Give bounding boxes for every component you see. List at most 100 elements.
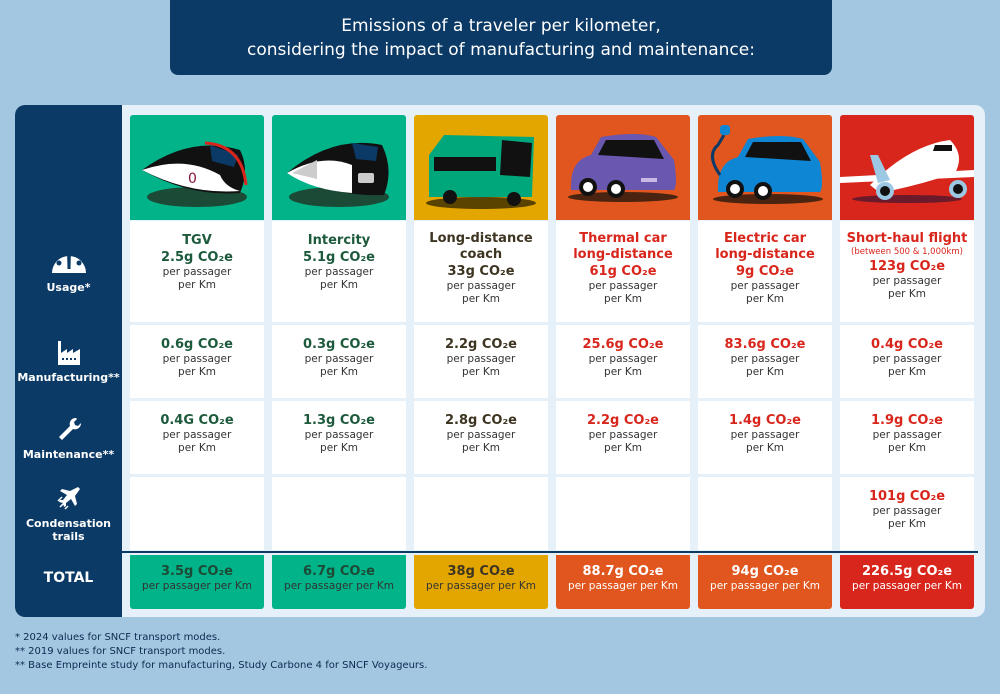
total-unit-label: per passager per Km [568,580,678,592]
manufacturing-value: 0.4g CO₂e [871,337,943,352]
manufacturing-cell: 2.2g CO₂e per passager per Km [414,325,548,398]
manufacturing-cell: 25.6g CO₂e per passager per Km [556,325,690,398]
mode-name: Thermal car long-distance [573,231,673,262]
row-label-maintenance-text: Maintenance** [22,448,115,461]
row-labels-sidebar: Usage* Manufacturing** Maintenance** Con… [15,105,122,617]
total-value: 94g CO₂e [731,564,799,579]
total-unit-label: per passager per Km [852,580,962,592]
usage-cell: TGV 2.5g CO₂e per passager per Km [130,221,264,322]
maintenance-value: 0.4G CO₂e [160,413,234,428]
mode-name: Electric car long-distance [715,231,815,262]
maintenance-cell: 1.3g CO₂e per passager per Km [272,401,406,474]
usage-value: 2.5g CO₂e [161,250,233,265]
total-unit-label: per passager per Km [426,580,536,592]
unit-label: per passager per Km [446,280,516,305]
total-unit-label: per passager per Km [284,580,394,592]
unit-label: per passager per Km [872,275,942,300]
row-label-contrails: Condensation trails [15,485,122,543]
total-value: 38g CO₂e [447,564,515,579]
total-cell: 226.5g CO₂e per passager per Km [840,555,974,609]
row-label-manufacturing: Manufacturing** [15,339,122,384]
unit-label: per passager per Km [872,353,942,378]
mode-subtitle: (between 500 & 1,000km) [851,247,963,257]
maintenance-value: 1.4g CO₂e [729,413,801,428]
unit-label: per passager per Km [872,505,942,530]
total-value: 88.7g CO₂e [582,564,664,579]
usage-cell: Electric car long-distance 9g CO₂e per pas… [698,221,832,322]
factory-icon [57,341,80,365]
total-cell: 3.5g CO₂e per passager per Km [130,555,264,609]
manufacturing-value: 25.6g CO₂e [582,337,664,352]
total-cell: 94g CO₂e per passager per Km [698,555,832,609]
unit-label: per passager per Km [162,429,232,454]
maintenance-cell: 1.4g CO₂e per passager per Km [698,401,832,474]
electric-car-icon [711,125,823,204]
manufacturing-cell: 0.3g CO₂e per passager per Km [272,325,406,398]
contrails-cell [556,477,690,550]
unit-label: per passager per Km [162,353,232,378]
mode-image: 0 [130,115,264,220]
plane-contrail-icon [56,487,80,510]
unit-label: per passager per Km [162,266,232,291]
footnote-3: ** Base Empreinte study for manufacturin… [15,660,428,671]
total-value: 6.7g CO₂e [303,564,375,579]
mode-image [272,115,406,220]
total-cell: 88.7g CO₂e per passager per Km [556,555,690,609]
thermal-car-icon [568,134,678,202]
wrench-icon [58,417,81,440]
unit-label: per passager per Km [446,353,516,378]
tgv-train-icon: 0 [142,141,248,207]
mode-name: Long-distance coach [429,231,533,262]
usage-value: 5.1g CO₂e [303,250,375,265]
total-divider [122,551,978,553]
maintenance-value: 1.9g CO₂e [871,413,943,428]
contrails-cell [272,477,406,550]
maintenance-value: 2.8g CO₂e [445,413,517,428]
unit-label: per passager per Km [588,429,658,454]
row-label-total: TOTAL [43,570,94,586]
gauge-icon [51,249,86,273]
mode-name: Intercity [307,233,371,248]
total-cell: 38g CO₂e per passager per Km [414,555,548,609]
manufacturing-cell: 83.6g CO₂e per passager per Km [698,325,832,398]
total-value: 226.5g CO₂e [861,564,953,579]
manufacturing-cell: 0.6g CO₂e per passager per Km [130,325,264,398]
manufacturing-value: 0.6g CO₂e [161,337,233,352]
contrails-cell [130,477,264,550]
mode-image [840,115,974,220]
manufacturing-cell: 0.4g CO₂e per passager per Km [840,325,974,398]
footnote-1: * 2024 values for SNCF transport modes. [15,632,221,643]
svg-text:0: 0 [188,171,197,187]
coach-bus-icon [426,135,536,209]
usage-cell: Thermal car long-distance 61g CO₂e per pas… [556,221,690,322]
maintenance-cell: 2.8g CO₂e per passager per Km [414,401,548,474]
row-label-maintenance: Maintenance** [15,416,122,461]
page-title: Emissions of a traveler per kilometer, c… [170,0,832,75]
contrails-cell [414,477,548,550]
mode-image [698,115,832,220]
manufacturing-value: 83.6g CO₂e [724,337,806,352]
unit-label: per passager per Km [304,353,374,378]
total-unit-label: per passager per Km [710,580,820,592]
usage-cell: Short-haul flight (between 500 & 1,000km)… [840,221,974,322]
unit-label: per passager per Km [730,280,800,305]
unit-label: per passager per Km [588,280,658,305]
unit-label: per passager per Km [730,429,800,454]
maintenance-value: 1.3g CO₂e [303,413,375,428]
title-line-1: Emissions of a traveler per kilometer, [341,16,661,36]
row-label-manufacturing-text: Manufacturing** [17,371,120,384]
total-cell: 6.7g CO₂e per passager per Km [272,555,406,609]
row-label-usage-text: Usage* [46,281,91,294]
mode-image [556,115,690,220]
usage-cell: Long-distance coach 33g CO₂e per passager … [414,221,548,322]
usage-value: 9g CO₂e [736,264,794,279]
manufacturing-value: 0.3g CO₂e [303,337,375,352]
contrails-value: 101g CO₂e [868,489,946,504]
unit-label: per passager per Km [588,353,658,378]
mode-name: TGV [182,233,212,248]
usage-value: 33g CO₂e [447,264,515,279]
maintenance-cell: 0.4G CO₂e per passager per Km [130,401,264,474]
usage-value: 61g CO₂e [589,264,657,279]
airplane-icon [840,140,974,203]
mode-image [414,115,548,220]
